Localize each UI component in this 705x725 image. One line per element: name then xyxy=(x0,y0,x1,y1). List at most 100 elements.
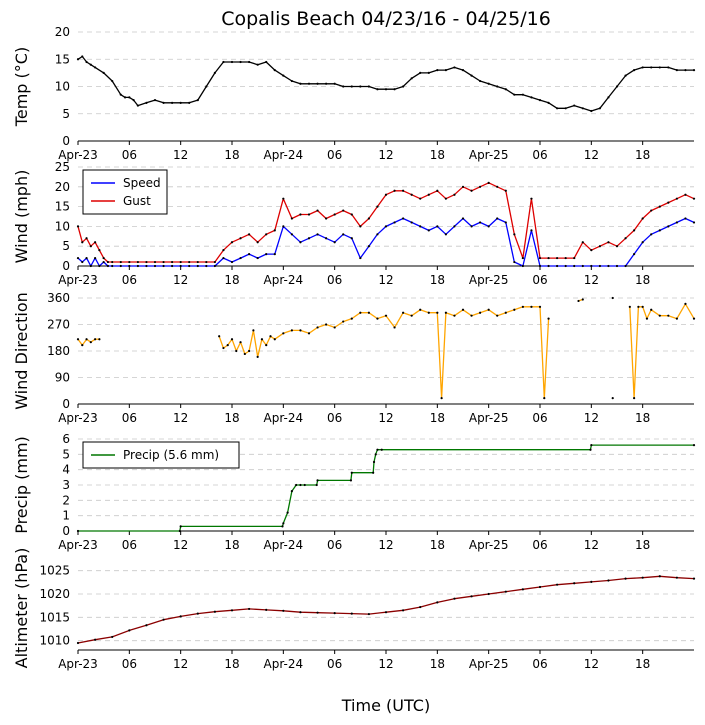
y-tick-label: 20 xyxy=(55,180,70,194)
data-point xyxy=(444,311,447,314)
data-point xyxy=(556,256,559,260)
data-point xyxy=(419,225,422,228)
x-tick-label: 18 xyxy=(635,538,650,552)
data-point xyxy=(658,575,661,578)
data-point xyxy=(598,107,601,110)
x-tick-label: 06 xyxy=(122,148,137,162)
data-point xyxy=(260,338,264,341)
legend: Speed Gust xyxy=(82,169,168,215)
data-point xyxy=(299,82,302,85)
data-point xyxy=(265,344,268,347)
legend-label: Precip (5.6 mm) xyxy=(123,448,219,462)
data-point xyxy=(196,99,199,102)
x-tick-label: 06 xyxy=(327,657,342,671)
data-point xyxy=(564,256,567,260)
data-point xyxy=(684,69,687,72)
data-point xyxy=(282,74,285,77)
x-tick-label: 06 xyxy=(122,411,137,425)
data-point xyxy=(543,397,546,400)
data-point xyxy=(76,256,80,260)
data-point xyxy=(359,256,362,260)
data-point xyxy=(496,217,499,220)
data-point xyxy=(213,260,216,264)
x-tick-label: Apr-25 xyxy=(469,538,509,552)
data-point xyxy=(76,225,80,228)
data-point xyxy=(504,311,507,314)
data-point xyxy=(419,308,422,311)
data-point xyxy=(521,305,524,308)
x-tick-label: 06 xyxy=(532,657,547,671)
data-point xyxy=(487,308,490,311)
y-tick-label: 25 xyxy=(55,160,70,174)
data-point xyxy=(419,605,422,609)
data-point xyxy=(76,58,80,61)
data-point xyxy=(273,338,276,341)
x-tick-label: 06 xyxy=(327,411,342,425)
data-point xyxy=(213,71,216,74)
data-point xyxy=(252,329,255,332)
data-point xyxy=(350,213,353,216)
data-point xyxy=(316,611,319,614)
data-point xyxy=(265,60,268,64)
data-point xyxy=(581,264,584,268)
data-point xyxy=(577,299,580,303)
x-tick-label: Apr-25 xyxy=(469,411,509,425)
legend-label: Speed xyxy=(123,176,161,190)
y-tick-label: 1020 xyxy=(39,587,70,601)
data-point xyxy=(479,311,482,314)
data-point xyxy=(427,71,430,74)
data-point xyxy=(349,479,353,482)
x-tick-label: 12 xyxy=(378,273,393,287)
series-line-wind-direction xyxy=(218,306,550,399)
data-point xyxy=(281,525,284,528)
data-point xyxy=(290,233,293,236)
data-point xyxy=(393,189,396,192)
data-point xyxy=(410,193,413,196)
data-point xyxy=(162,618,165,621)
data-point xyxy=(145,260,148,264)
data-point xyxy=(453,597,456,600)
data-point xyxy=(325,323,328,326)
data-point xyxy=(470,314,473,317)
data-point xyxy=(521,264,524,268)
data-point xyxy=(692,69,696,72)
data-point xyxy=(624,237,627,240)
data-point xyxy=(188,101,191,104)
data-point xyxy=(230,260,234,264)
data-point xyxy=(637,305,640,308)
data-point xyxy=(650,233,653,236)
data-point xyxy=(111,79,114,83)
data-point xyxy=(94,638,97,641)
x-tick-label: 06 xyxy=(532,273,547,287)
data-point xyxy=(248,60,251,64)
data-point xyxy=(573,582,576,585)
data-point xyxy=(76,641,80,645)
x-tick-label: 12 xyxy=(173,657,188,671)
y-tick-label: 0 xyxy=(62,134,70,148)
data-point xyxy=(179,525,182,528)
data-point xyxy=(316,209,319,212)
data-point xyxy=(282,197,285,200)
x-tick-label: 12 xyxy=(173,273,188,287)
data-point xyxy=(419,197,422,200)
data-point xyxy=(205,260,208,264)
data-point xyxy=(102,256,105,260)
data-point xyxy=(350,85,353,88)
data-point xyxy=(633,397,636,400)
data-point xyxy=(367,85,370,88)
data-point xyxy=(111,264,114,268)
x-tick-label: 06 xyxy=(327,273,342,287)
data-point xyxy=(692,577,696,580)
legend-box xyxy=(82,169,168,215)
data-point xyxy=(521,93,524,96)
data-point xyxy=(102,260,105,264)
data-point xyxy=(530,197,533,200)
data-point xyxy=(325,217,328,220)
data-point xyxy=(230,338,234,341)
data-point xyxy=(248,607,251,611)
data-point xyxy=(94,256,97,260)
y-tick-label: 0 xyxy=(62,524,70,538)
data-point xyxy=(513,93,516,96)
data-point xyxy=(256,355,259,358)
data-point xyxy=(374,453,377,456)
